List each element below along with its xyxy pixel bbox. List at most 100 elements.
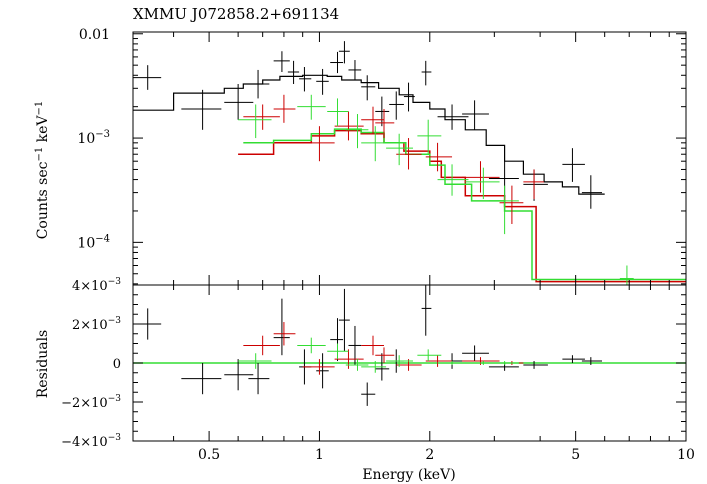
black-residual-point	[273, 298, 290, 356]
black-data-point	[462, 100, 489, 130]
red-data-point	[243, 104, 280, 130]
green-model-line	[243, 128, 686, 281]
green-data-point	[417, 119, 442, 155]
residual-y-tick-label: −4×10−3	[61, 433, 121, 450]
black-residual-point	[181, 363, 222, 395]
black-residual-point	[462, 345, 489, 362]
red-residual-point	[462, 357, 500, 365]
residuals-plot-area	[133, 285, 686, 406]
green-residual-point	[386, 355, 414, 367]
black-data-point	[348, 60, 362, 81]
black-residual-point	[224, 359, 254, 391]
black-data-point	[330, 51, 344, 74]
red-data-point	[396, 138, 422, 170]
black-data-point	[273, 51, 290, 73]
black-data-point	[375, 96, 390, 127]
red-data-point	[462, 161, 500, 193]
spectrum-y-axis-label: Counts sec−1 keV−1	[34, 101, 51, 240]
green-data-point	[437, 164, 469, 196]
black-residual-point	[316, 353, 329, 389]
black-data-point	[133, 65, 162, 90]
x-axis-label: Energy (keV)	[362, 467, 455, 483]
red-data-point	[523, 169, 545, 200]
spectrum-y-tick-labels: 0.01 10−3 10−4	[77, 27, 110, 252]
red-residual-point	[334, 349, 364, 369]
y-tick-label: 10−3	[77, 129, 110, 147]
x-tick-label: 0.5	[198, 447, 220, 463]
black-residual-point	[248, 363, 270, 395]
red-residual-point	[425, 355, 453, 367]
x-tick-label: 5	[571, 447, 580, 463]
y-tick-label: 0.01	[79, 27, 110, 43]
green-data-point	[465, 167, 500, 200]
residual-y-tick-label: 4×10−3	[72, 277, 121, 294]
residual-y-tick-label: 0	[113, 357, 121, 372]
red-residual-point	[375, 347, 395, 363]
green-residual-point	[238, 353, 272, 369]
black-data-point	[181, 89, 222, 130]
black-model-line	[133, 74, 605, 195]
residual-y-tick-label: −2×10−3	[61, 394, 121, 411]
black-data-point	[437, 104, 469, 130]
black-data-point	[403, 82, 415, 112]
green-data-point	[488, 185, 519, 235]
black-data-point	[421, 60, 432, 86]
red-data-point	[334, 111, 364, 141]
red-data-point	[375, 108, 395, 139]
black-data-point	[316, 68, 329, 95]
red-data-point	[499, 185, 524, 224]
black-data-point	[562, 148, 585, 182]
black-data-point	[224, 83, 254, 120]
black-residual-point	[348, 325, 362, 365]
black-residual-point	[488, 363, 519, 371]
black-residual-point	[421, 285, 432, 336]
red-data-point	[361, 106, 384, 134]
black-data-point	[581, 175, 603, 209]
green-residual-point	[297, 337, 326, 354]
spectrum-plot-area	[133, 41, 686, 285]
red-residual-point	[273, 322, 296, 346]
red-data-point	[425, 142, 453, 172]
x-tick-labels: 0.5 1 2 5 10	[198, 447, 695, 463]
chart-title: XMMU J072858.2+691134	[133, 5, 339, 23]
red-model-line	[238, 129, 686, 283]
green-data-point	[386, 133, 414, 166]
green-residual-point	[345, 359, 369, 371]
green-data-point	[327, 98, 349, 127]
black-data-point	[299, 67, 312, 92]
red-residual-point	[361, 335, 384, 356]
x-tick-label: 10	[677, 447, 695, 463]
red-data-point	[302, 126, 335, 162]
residuals-y-axis-label: Residuals	[35, 330, 51, 398]
black-data-point	[389, 91, 404, 120]
black-residual-point	[330, 318, 344, 362]
black-residual-point	[523, 361, 548, 369]
green-data-point	[345, 114, 369, 149]
spectrum-frame	[132, 31, 687, 286]
green-data-point	[297, 94, 326, 120]
black-data-point	[361, 75, 376, 101]
green-data-point	[238, 104, 272, 139]
axis-ticks	[133, 32, 687, 442]
black-residual-point	[562, 355, 585, 363]
black-data-point	[248, 69, 270, 99]
green-residual-point	[327, 343, 349, 360]
green-data-point	[361, 126, 387, 162]
green-residual-point	[437, 361, 469, 365]
y-tick-label: 10−4	[77, 233, 110, 251]
green-residual-point	[488, 361, 519, 365]
green-residual-point	[417, 349, 442, 362]
green-data-point	[619, 265, 634, 285]
black-residual-point	[581, 357, 603, 365]
black-residual-point	[361, 382, 376, 406]
green-residual-point	[361, 361, 387, 373]
black-data-point	[338, 41, 350, 64]
residuals-y-tick-labels: 4×10−3 2×10−3 0 −2×10−3 −4×10−3	[61, 277, 121, 450]
black-data-point	[488, 161, 519, 198]
red-data-point	[273, 94, 296, 123]
red-residual-point	[243, 335, 280, 356]
x-tick-label: 1	[315, 447, 324, 463]
black-residual-point	[338, 288, 350, 352]
black-data-point	[287, 60, 300, 84]
